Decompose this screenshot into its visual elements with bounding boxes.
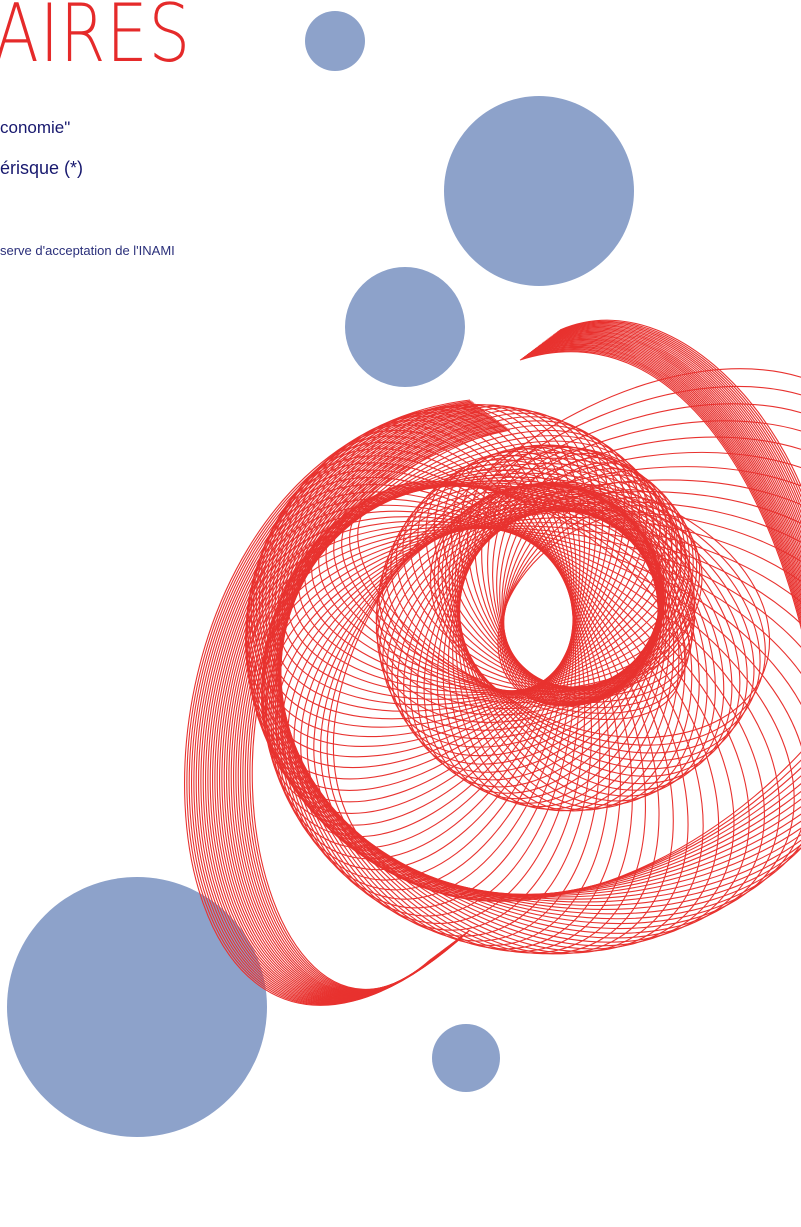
- spiral-line: [445, 483, 748, 770]
- spiral-line: [554, 324, 801, 509]
- decorative-circles: [7, 11, 634, 1137]
- spiral-line: [501, 462, 678, 704]
- spiral-line: [287, 479, 801, 895]
- spiral-line: [536, 338, 801, 575]
- spiral-line: [497, 513, 703, 707]
- spiral-line: [442, 491, 667, 808]
- spiral-line: [502, 481, 690, 706]
- spiral-line: [539, 336, 801, 565]
- spiral-line: [555, 323, 801, 504]
- spiral-line: [519, 351, 801, 631]
- spiral-line: [499, 457, 674, 703]
- spiral-line: [523, 348, 801, 617]
- spiral-line: [379, 510, 664, 731]
- spiral-line: [442, 451, 659, 692]
- spiral-line: [557, 322, 801, 499]
- spiral-line: [500, 497, 698, 706]
- spiral-line: [521, 350, 801, 626]
- subtitle-line-2: érisque (*): [0, 158, 84, 178]
- spiral-line: [481, 445, 662, 699]
- spiral-line: [530, 342, 801, 594]
- spiral-line: [544, 332, 801, 546]
- spiral-line: [456, 483, 716, 797]
- red-line-spiral: [184, 319, 801, 1006]
- spiral-line: [525, 347, 801, 612]
- spiral-line: [245, 510, 765, 939]
- spiral-line: [522, 349, 801, 621]
- spiral-line: [499, 505, 701, 707]
- spiral-line: [502, 467, 682, 705]
- spiral-line: [396, 506, 662, 765]
- circle-large-top: [444, 96, 634, 286]
- spiral-line: [526, 346, 801, 608]
- spiral-line: [559, 319, 801, 488]
- spiral-line: [447, 490, 670, 810]
- spiral-line: [436, 493, 665, 804]
- spiral-line: [458, 483, 708, 802]
- spiral-line: [433, 482, 766, 746]
- spiral-line: [474, 444, 661, 697]
- spiral-line: [253, 527, 801, 911]
- spiral-line: [391, 507, 663, 757]
- spiral-line: [251, 429, 511, 990]
- spiral-line: [502, 489, 694, 706]
- spiral-line: [209, 410, 486, 999]
- spiral-line: [257, 525, 801, 907]
- spiral-line: [423, 498, 662, 794]
- spiral-line: [529, 344, 801, 599]
- spiral-line: [269, 457, 673, 720]
- spiral-line: [558, 320, 801, 494]
- spiral-line: [543, 333, 801, 551]
- spiral-line: [550, 327, 801, 525]
- spiral-line: [548, 328, 801, 530]
- spiral-line: [528, 345, 801, 603]
- spiral-line: [207, 409, 484, 1000]
- spiral-line: [552, 325, 801, 515]
- spiral-line: [537, 337, 801, 570]
- spiral-line: [409, 502, 661, 781]
- spiral-line: [547, 329, 801, 536]
- circle-small-bottom: [432, 1024, 500, 1092]
- subtitle-line-1: conomie": [0, 118, 71, 137]
- spiral-line: [250, 484, 704, 952]
- spiral-line: [248, 491, 720, 950]
- circle-large-bottom: [7, 877, 267, 1137]
- spiral-line: [551, 326, 801, 520]
- circle-small-top: [305, 11, 365, 71]
- spiral-line: [441, 483, 755, 762]
- spiral-line: [534, 339, 801, 580]
- spiral-line: [448, 483, 741, 777]
- spiral-line: [532, 341, 801, 590]
- spiral-line: [541, 334, 801, 556]
- spiral-line: [503, 474, 686, 705]
- page-title: AIRES: [0, 0, 191, 80]
- spiral-line: [452, 488, 675, 812]
- spiral-line: [467, 444, 660, 696]
- footnote: serve d'acceptation de l'INAMI: [0, 243, 175, 258]
- spiral-line: [487, 446, 665, 700]
- spiral-line: [546, 330, 801, 541]
- circle-medium: [345, 267, 465, 387]
- spiral-line: [492, 449, 667, 701]
- spiral-line: [496, 452, 670, 702]
- spiral-line: [253, 476, 689, 954]
- spiral-line: [262, 455, 646, 954]
- spiral-line: [540, 335, 801, 561]
- spiral-line: [458, 445, 659, 695]
- spiral-line: [533, 340, 801, 585]
